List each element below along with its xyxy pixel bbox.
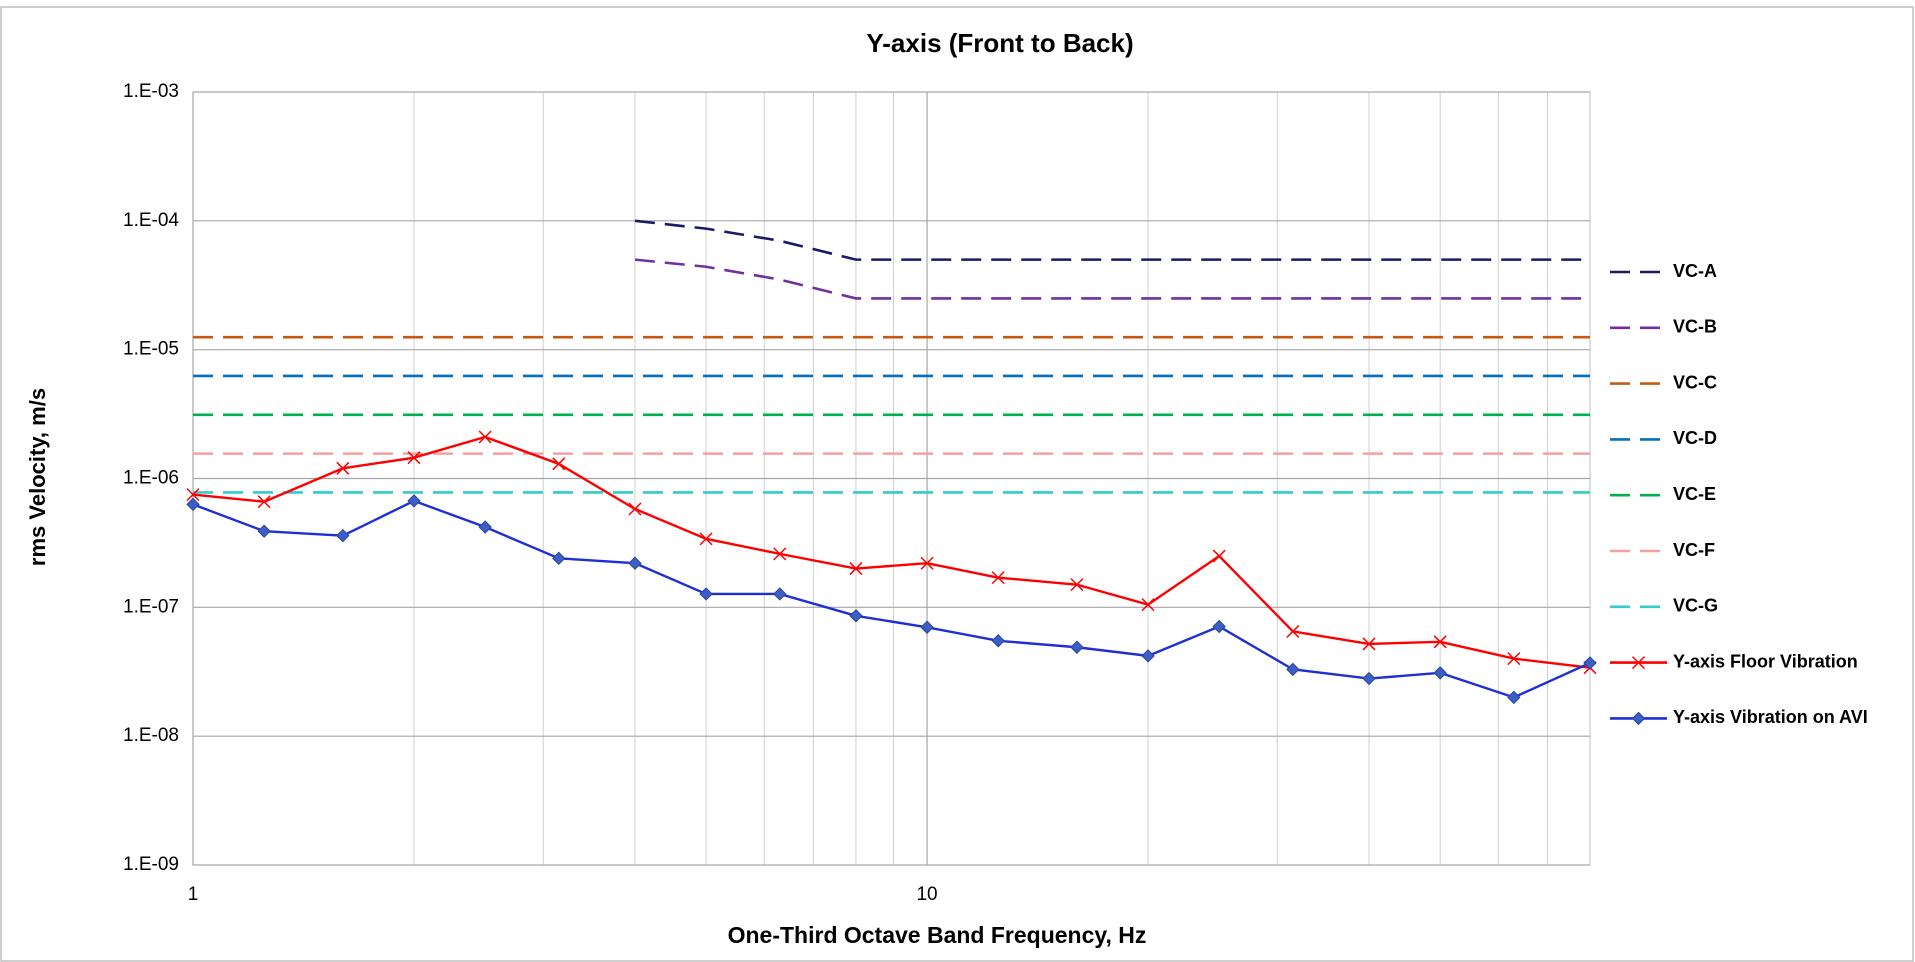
data-point bbox=[773, 547, 787, 561]
y-tick-label: 1.E-07 bbox=[123, 596, 179, 617]
y-tick-label: 1.E-08 bbox=[123, 725, 179, 746]
data-point bbox=[773, 587, 787, 601]
data-point bbox=[1212, 549, 1226, 563]
data-point bbox=[1507, 690, 1521, 705]
data-point bbox=[186, 497, 200, 512]
data-point bbox=[552, 551, 566, 566]
data-point bbox=[478, 520, 492, 534]
y-tick-label: 1.E-09 bbox=[123, 854, 179, 875]
data-point bbox=[1141, 598, 1155, 612]
y-tick-label: 1.E-06 bbox=[123, 468, 179, 489]
data-point bbox=[849, 562, 863, 576]
data-point bbox=[1507, 652, 1521, 666]
y-tick-label: 1.E-03 bbox=[123, 81, 179, 102]
x-tick-label: 1 bbox=[188, 884, 199, 905]
data-point bbox=[1212, 619, 1226, 634]
series-line bbox=[192, 435, 1591, 669]
data-point bbox=[257, 495, 271, 509]
data-point bbox=[186, 488, 200, 502]
data-point bbox=[1433, 666, 1447, 680]
data-point bbox=[407, 451, 421, 465]
data-point bbox=[1362, 671, 1376, 686]
data-point bbox=[920, 620, 934, 634]
data-point bbox=[1141, 649, 1155, 663]
x-tick-label: 10 bbox=[916, 884, 937, 905]
data-point bbox=[1583, 656, 1597, 670]
data-point bbox=[920, 556, 934, 570]
data-point bbox=[552, 457, 566, 471]
data-point bbox=[1362, 637, 1376, 651]
legend-label: VC-A bbox=[1673, 261, 1717, 281]
legend-label: Y-axis Vibration on AVI bbox=[1673, 707, 1868, 727]
legend-label: Y-axis Floor Vibration bbox=[1673, 651, 1858, 671]
y-tick-label: 1.E-04 bbox=[123, 210, 179, 231]
data-point bbox=[1070, 640, 1084, 654]
legend-label: VC-G bbox=[1673, 596, 1718, 616]
legend-label: VC-D bbox=[1673, 428, 1717, 448]
data-point bbox=[699, 587, 713, 601]
series bbox=[634, 258, 1590, 300]
data-point bbox=[1286, 662, 1300, 677]
data-point bbox=[849, 609, 863, 623]
data-point bbox=[1070, 578, 1084, 592]
legend-label: VC-F bbox=[1673, 540, 1715, 560]
series bbox=[186, 494, 1597, 705]
series-line bbox=[634, 219, 1590, 261]
data-point bbox=[336, 461, 350, 475]
data-point bbox=[991, 571, 1005, 585]
series-line bbox=[192, 499, 1591, 699]
legend-marker bbox=[1631, 656, 1646, 670]
y-tick-label: 1.E-05 bbox=[123, 339, 179, 360]
series bbox=[186, 430, 1597, 675]
series bbox=[634, 219, 1590, 261]
data-point bbox=[257, 524, 271, 538]
legend-label: VC-B bbox=[1673, 317, 1717, 337]
legend-label: VC-E bbox=[1673, 484, 1716, 504]
data-point bbox=[478, 430, 492, 444]
data-point bbox=[628, 502, 642, 516]
data-point bbox=[336, 528, 350, 543]
data-point bbox=[1286, 624, 1300, 638]
data-point bbox=[1433, 635, 1447, 649]
data-point bbox=[628, 556, 642, 570]
data-point bbox=[699, 532, 713, 546]
y-axis-label: rms Velocity, m/s bbox=[25, 388, 50, 566]
chart-title: Y-axis (Front to Back) bbox=[866, 28, 1133, 58]
legend-label: VC-C bbox=[1673, 372, 1717, 392]
legend-marker bbox=[1631, 711, 1646, 726]
data-point bbox=[991, 634, 1005, 648]
x-axis-label: One-Third Octave Band Frequency, Hz bbox=[728, 922, 1147, 948]
series-line bbox=[634, 258, 1590, 300]
data-point bbox=[407, 494, 421, 508]
